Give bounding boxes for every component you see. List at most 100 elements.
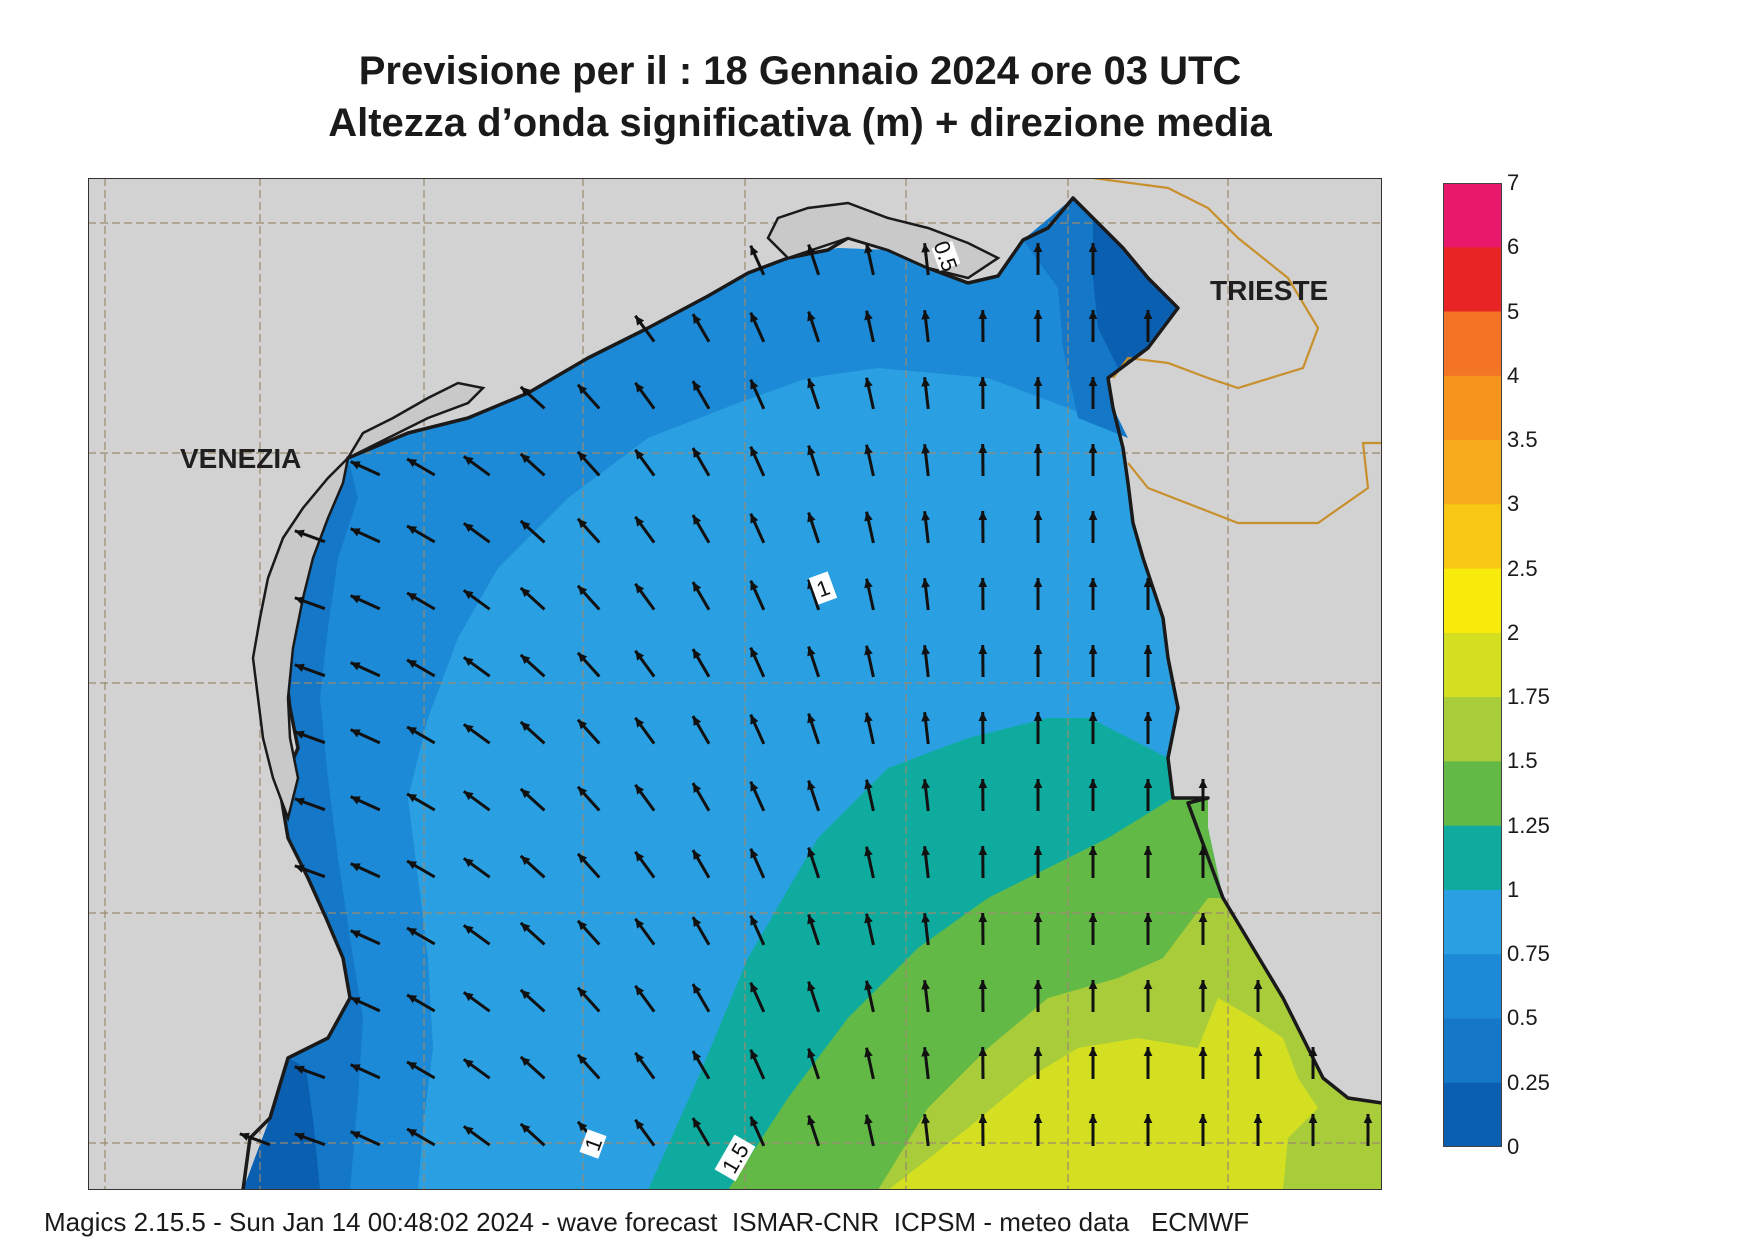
footer-credit: Magics 2.15.5 - Sun Jan 14 00:48:02 2024… [44, 1207, 1250, 1237]
title-line-2: Altezza d’onda significativa (m) + direz… [328, 101, 1272, 145]
wave-arrow-head [807, 847, 816, 858]
wave-direction-arrows [239, 243, 1373, 1147]
wave-arrow-head [520, 386, 531, 397]
map-svg: 0.5 1 1 1.5 VENEZIA TRIESTE [88, 178, 1382, 1190]
wave-arrow-head [1143, 712, 1153, 722]
wave-arrow-head [520, 1056, 531, 1067]
wave-arrow-head [350, 863, 361, 872]
wave-arrow-head [921, 511, 930, 521]
wave-map: 0.5 1 1 1.5 VENEZIA TRIESTE [88, 178, 1382, 1190]
wave-arrow-head [635, 851, 645, 862]
wave-arrow-head [407, 726, 418, 736]
legend-band [1443, 889, 1502, 955]
wave-arrow-head [1088, 846, 1098, 856]
wave-arrow-head [463, 1126, 474, 1136]
wave-arrow-head [921, 846, 930, 856]
band-0-025-gulf [1093, 218, 1178, 368]
band-05-075 [243, 198, 1178, 1190]
wave-arrow-head [1033, 712, 1043, 722]
wave-arrow-head [921, 578, 930, 588]
wave-arrow-head [692, 783, 702, 794]
wave-arrow-head [864, 578, 873, 589]
wave-arrow-head [921, 980, 930, 990]
wave-arrow-head [577, 853, 588, 864]
wave-arrow-head [864, 980, 873, 991]
wave-arrow-head [294, 730, 305, 739]
wave-arrow-head [463, 724, 474, 734]
wave-arrow-head [978, 645, 988, 655]
wave-arrow-head [807, 378, 816, 389]
band-025-05 [243, 458, 363, 1190]
wave-arrow-head [407, 994, 418, 1004]
wave-arrow-head [407, 860, 418, 870]
wave-arrow-head [1253, 980, 1263, 990]
wave-arrow-head [1033, 779, 1043, 789]
wave-arrow-head [750, 915, 759, 926]
wave-arrow-head [692, 448, 702, 459]
wave-arrow-head [635, 918, 645, 929]
wave-arrow-head [1198, 779, 1208, 789]
wave-arrow-head [692, 917, 702, 928]
legend-band [1443, 504, 1502, 570]
wave-arrow-head [807, 780, 816, 791]
legend-band [1443, 311, 1502, 377]
wave-arrow-head [350, 729, 361, 738]
wave-arrow-head [577, 1121, 588, 1132]
wave-arrow-head [520, 855, 531, 866]
wave-arrow-head [463, 992, 474, 1002]
wave-arrow-head [864, 1114, 873, 1125]
wave-arrow-head [750, 1116, 759, 1127]
wave-arrow-head [1143, 846, 1153, 856]
wave-arrow-head [1033, 1047, 1043, 1057]
legend-tick-label: 2.5 [1507, 555, 1538, 581]
wave-arrow-head [520, 520, 531, 531]
map-frame [88, 178, 1382, 1190]
legend-tick-label: 0.75 [1507, 941, 1550, 967]
legend-tick-label: 1 [1507, 876, 1520, 902]
wave-arrow-head [864, 310, 873, 321]
wave-arrow-head [350, 662, 361, 671]
wave-arrow-head [577, 786, 588, 797]
wave-arrow-head [692, 649, 702, 660]
legend-tick-label: 0 [1507, 1134, 1520, 1159]
wave-arrow-head [577, 719, 588, 730]
legend-band [1443, 183, 1502, 248]
wave-arrow-head [350, 997, 361, 1006]
wave-arrow-head [1033, 645, 1043, 655]
wave-arrow-head [1033, 578, 1043, 588]
wave-arrow-head [407, 458, 418, 468]
wave-arrow-head [635, 1052, 645, 1063]
place-trieste: TRIESTE [1210, 275, 1328, 306]
wave-arrow-head [1088, 444, 1098, 454]
legend-band [1443, 568, 1502, 634]
wave-arrow-head [921, 645, 930, 655]
legend-tick-label: 2 [1507, 619, 1520, 645]
wave-arrow-head [635, 717, 645, 728]
wave-arrow-head [520, 922, 531, 933]
wave-arrow-head [463, 858, 474, 868]
wave-arrow-head [1033, 243, 1043, 253]
wave-arrow-head [864, 913, 873, 924]
wave-arrow-head [1033, 980, 1043, 990]
wave-arrow-head [807, 311, 816, 322]
wave-arrow-head [921, 1114, 930, 1124]
wave-arrow-head [1033, 1114, 1043, 1124]
wave-arrow-head [692, 850, 702, 861]
wave-arrow-head [520, 989, 531, 1000]
place-venezia: VENEZIA [180, 443, 301, 474]
wave-arrow-head [921, 779, 930, 789]
wave-arrow-head [520, 788, 531, 799]
wave-arrow-head [750, 513, 759, 524]
wave-arrow-head [1143, 1114, 1153, 1124]
wave-arrow-head [978, 377, 988, 387]
legend-band [1443, 1082, 1502, 1147]
wave-arrow-head [577, 1054, 588, 1065]
wave-arrow-head [294, 529, 305, 538]
wave-arrow-head [1308, 1114, 1318, 1124]
wave-arrow-head [463, 456, 474, 466]
wave-arrow-head [692, 582, 702, 593]
title-line-1: Previsione per il : 18 Gennaio 2024 ore … [358, 49, 1242, 93]
legend-band [1443, 440, 1502, 505]
wave-arrow-head [1033, 310, 1043, 320]
wave-arrow-head [1088, 645, 1098, 655]
